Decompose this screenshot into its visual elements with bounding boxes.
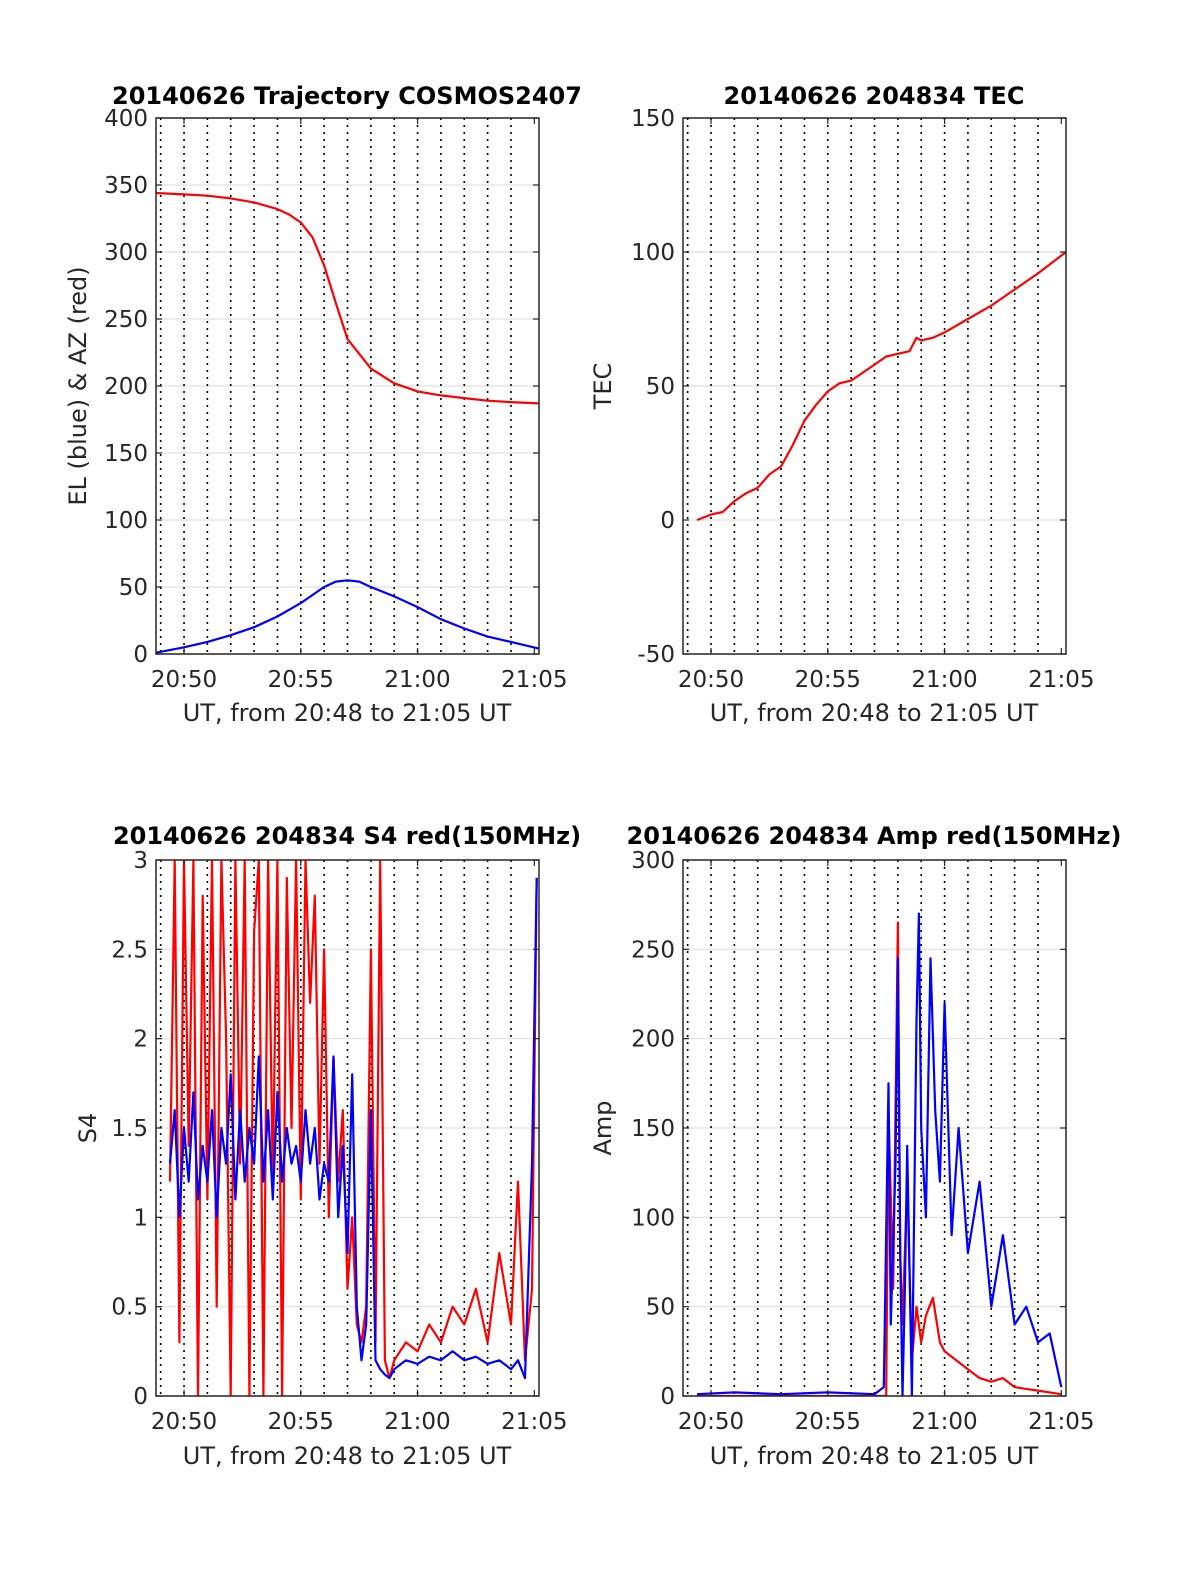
y-tick-label: 50 <box>119 575 148 601</box>
y-tick-label: 1.5 <box>111 1116 148 1142</box>
panel-trajectory: 20140626 Trajectory COSMOS2407 20:50 20:5… <box>64 82 582 727</box>
x-tick-label: 21:05 <box>1028 1409 1094 1435</box>
y-tick-label: 300 <box>631 848 675 874</box>
x-tick-label: 20:55 <box>268 667 334 693</box>
x-tick-label: 21:05 <box>501 667 567 693</box>
x-tick-label: 21:00 <box>911 1409 977 1435</box>
y-axis-label: Amp <box>589 1100 617 1155</box>
series-line-1 <box>156 191 539 405</box>
x-axis-label: UT, from 20:48 to 21:05 UT <box>183 1442 512 1470</box>
y-tick-label: -50 <box>637 642 675 668</box>
panel-title: 20140626 204834 TEC <box>724 82 1025 110</box>
x-tick-label: 20:55 <box>268 1409 334 1435</box>
x-tick-label: 21:00 <box>384 667 450 693</box>
y-tick-label: 50 <box>646 374 675 400</box>
y-tick-label: 1 <box>133 1205 148 1231</box>
panel-tec: 20140626 204834 TEC 20:50 20:55 21:00 21:05… <box>589 82 1094 727</box>
y-tick-label: 100 <box>104 508 148 534</box>
series-line-1 <box>696 251 1066 522</box>
series-line-2 <box>696 912 1063 1396</box>
panel-title: 20140626 204834 Amp red(150MHz) <box>627 822 1122 850</box>
y-tick-label: 0.5 <box>111 1295 148 1321</box>
y-tick-label: 150 <box>631 106 675 132</box>
y-tick-label: 150 <box>104 441 148 467</box>
y-tick-label: 200 <box>631 1027 675 1053</box>
x-tick-label: 20:50 <box>151 667 217 693</box>
y-tick-label: 350 <box>104 173 148 199</box>
x-tick-label: 21:00 <box>911 667 977 693</box>
x-tick-label: 21:05 <box>1028 667 1094 693</box>
x-tick-label: 20:50 <box>151 1409 217 1435</box>
y-tick-label: 50 <box>646 1295 675 1321</box>
y-axis-label: S4 <box>74 1113 102 1144</box>
y-tick-label: 150 <box>631 1116 675 1142</box>
panel-title: 20140626 204834 S4 red(150MHz) <box>113 822 581 850</box>
y-tick-label: 250 <box>631 937 675 963</box>
x-axis-label: UT, from 20:48 to 21:05 UT <box>710 1442 1039 1470</box>
x-tick-label: 21:05 <box>501 1409 567 1435</box>
panel-s4: 20140626 204834 S4 red(150MHz) 20:50 20:5… <box>74 822 581 1470</box>
x-tick-label: 20:55 <box>795 1409 861 1435</box>
panel-title: 20140626 Trajectory COSMOS2407 <box>112 82 582 110</box>
x-tick-label: 20:50 <box>678 667 744 693</box>
y-tick-label: 250 <box>104 307 148 333</box>
x-tick-label: 20:55 <box>795 667 861 693</box>
y-tick-label: 2.5 <box>111 937 148 963</box>
y-tick-label: 100 <box>631 240 675 266</box>
y-tick-label: 0 <box>660 1384 675 1410</box>
y-tick-label: 200 <box>104 374 148 400</box>
x-tick-label: 21:00 <box>384 1409 450 1435</box>
y-axis-label: EL (blue) & AZ (red) <box>64 266 92 505</box>
series-line-1 <box>697 921 1062 1396</box>
x-axis-label: UT, from 20:48 to 21:05 UT <box>183 699 512 727</box>
y-tick-label: 2 <box>133 1027 148 1053</box>
series-line-2 <box>156 579 539 654</box>
series-line-1 <box>168 860 538 1396</box>
series-line-2 <box>168 877 538 1380</box>
y-tick-label: 400 <box>104 106 148 132</box>
x-tick-label: 20:50 <box>678 1409 744 1435</box>
y-tick-label: 0 <box>133 1384 148 1410</box>
panel-amp: 20140626 204834 Amp red(150MHz) 20:50 20:… <box>589 822 1121 1470</box>
x-axis-label: UT, from 20:48 to 21:05 UT <box>710 699 1039 727</box>
y-tick-label: 0 <box>660 508 675 534</box>
y-tick-label: 100 <box>631 1205 675 1231</box>
y-tick-label: 0 <box>133 642 148 668</box>
y-tick-label: 3 <box>133 848 148 874</box>
y-axis-label: TEC <box>589 363 617 411</box>
y-tick-label: 300 <box>104 240 148 266</box>
